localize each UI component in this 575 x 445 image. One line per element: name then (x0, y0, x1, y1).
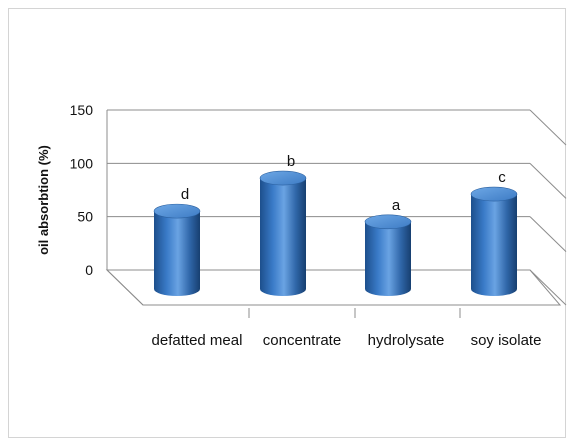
gridline-side (529, 109, 567, 146)
bar-top (470, 186, 518, 202)
gridline-side (529, 269, 567, 306)
bar-top (364, 214, 412, 230)
bar-body (365, 221, 411, 296)
gridline-side (529, 162, 567, 199)
data-label: c (498, 169, 506, 186)
x-category-label: soy isolate (471, 332, 542, 349)
x-category-label: defatted meal (152, 332, 243, 349)
bar-hydrolysate (364, 214, 412, 296)
data-label: a (392, 197, 401, 214)
bars (153, 170, 518, 296)
bar-body (471, 194, 517, 296)
y-tick-label: 0 (85, 262, 93, 278)
y-tick-label: 50 (77, 209, 93, 225)
data-labels: d b a c (181, 153, 506, 214)
bar-top (153, 203, 201, 219)
data-label: d (181, 186, 189, 203)
bar-defatted-meal (153, 203, 201, 296)
y-axis-ticks: 0 50 100 150 (70, 102, 94, 278)
x-axis-categories: defatted meal concentrate hydrolysate soy i… (152, 308, 542, 349)
bar-body (154, 211, 200, 296)
x-category-label: concentrate (263, 332, 341, 349)
gridline-side (529, 216, 567, 253)
x-category-label: hydrolysate (368, 332, 445, 349)
bar-top (259, 170, 307, 186)
bar-concentrate (259, 170, 307, 296)
y-tick-label: 100 (70, 155, 94, 171)
y-axis-title: oil absorbtion (%) (36, 145, 51, 255)
bar-body (260, 178, 306, 296)
data-label: b (287, 153, 295, 170)
bar-soy-isolate (470, 186, 518, 296)
floor-left-edge (106, 269, 144, 306)
y-tick-label: 150 (70, 102, 94, 118)
